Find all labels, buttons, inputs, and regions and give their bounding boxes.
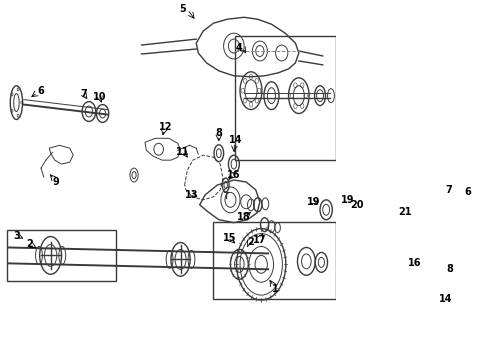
Text: 13: 13	[185, 190, 198, 200]
Text: 19: 19	[306, 197, 320, 207]
Text: 1: 1	[271, 284, 278, 294]
Text: 4: 4	[236, 43, 243, 53]
Text: 18: 18	[237, 212, 251, 222]
Text: 3: 3	[13, 230, 20, 240]
Text: 11: 11	[176, 147, 189, 157]
Text: 8: 8	[446, 264, 453, 274]
Text: 16: 16	[408, 258, 421, 268]
Text: 6: 6	[465, 187, 471, 197]
Text: 5: 5	[179, 4, 186, 14]
Text: 16: 16	[227, 170, 241, 180]
Text: 9: 9	[53, 177, 59, 187]
Text: 6: 6	[38, 86, 45, 96]
Text: 2: 2	[27, 239, 33, 249]
Text: 7: 7	[80, 89, 87, 99]
Text: 17: 17	[253, 234, 267, 244]
Text: 15: 15	[223, 233, 237, 243]
Text: 8: 8	[216, 129, 222, 138]
Text: 12: 12	[159, 122, 172, 132]
Text: 21: 21	[398, 207, 412, 217]
Text: 19: 19	[341, 195, 354, 205]
Text: 7: 7	[445, 185, 452, 195]
Text: 20: 20	[350, 200, 364, 210]
Text: 2: 2	[247, 237, 254, 247]
Text: 14: 14	[439, 294, 453, 304]
Text: 10: 10	[93, 92, 107, 102]
Text: 14: 14	[228, 135, 242, 145]
